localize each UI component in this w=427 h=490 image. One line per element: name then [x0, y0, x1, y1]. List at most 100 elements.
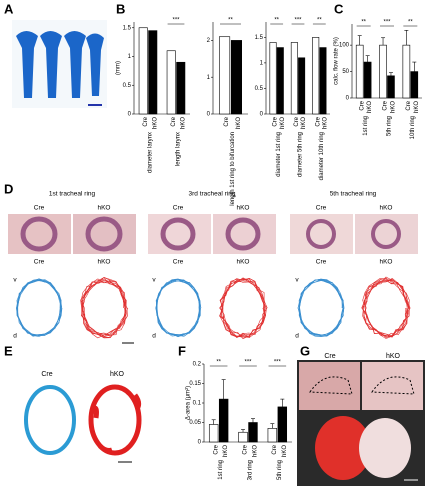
group-label: Cre	[41, 371, 52, 378]
y-tick-label: 0	[198, 440, 202, 446]
trace	[361, 278, 410, 338]
bar-label: Cre	[359, 100, 365, 110]
significance: **	[361, 20, 366, 26]
category-label: diameter 5th ring	[298, 132, 304, 177]
group-label: Cre	[173, 205, 184, 212]
group-label: Cre	[316, 259, 327, 266]
category-label: 1st ring	[363, 116, 369, 136]
category-label: 10th ring	[410, 116, 416, 139]
category-label: 1st ring	[218, 460, 224, 480]
bar	[267, 428, 278, 443]
category-label: diameter 10th ring	[319, 132, 325, 180]
panel-a-photo	[12, 20, 107, 108]
bar	[402, 44, 411, 99]
trace	[81, 281, 128, 337]
trace	[219, 278, 267, 338]
y-tick-label: 1	[260, 60, 264, 66]
bar-label: hKO	[280, 117, 286, 129]
y-axis-label: Δ-area (μm²)	[186, 386, 192, 420]
significance: **	[408, 20, 413, 26]
trace	[219, 278, 268, 338]
bar-label: Cre	[213, 444, 219, 454]
bar-label: hKO	[414, 101, 420, 113]
bar-label: Cre	[171, 116, 177, 126]
y-tick-label: 0.1	[193, 401, 202, 407]
bar	[290, 42, 298, 115]
trace	[155, 279, 201, 337]
bar-label: hKO	[180, 117, 186, 129]
bar	[379, 44, 387, 99]
panel-label: F	[178, 343, 186, 358]
bar-label: Cre	[273, 116, 279, 126]
bar	[148, 30, 158, 115]
group-label: hKO	[379, 259, 392, 266]
category-label: 5th ring	[387, 116, 393, 136]
bar	[166, 50, 176, 115]
trace	[16, 280, 63, 337]
bar	[277, 406, 288, 443]
orientation-label: v	[13, 277, 17, 284]
bar-label: hKO	[236, 117, 242, 129]
bar-label: hKO	[152, 117, 158, 129]
y-tick-label: 0.05	[189, 420, 201, 426]
y-tick-label: 1	[207, 75, 211, 81]
bar	[176, 61, 186, 115]
panel-label: D	[4, 181, 13, 196]
group-label: Cre	[34, 205, 45, 212]
y-tick-label: 1	[128, 54, 132, 60]
y-tick-label: 0	[346, 96, 350, 102]
category-label: length larynx	[176, 132, 182, 166]
bar	[410, 71, 419, 99]
bar	[298, 57, 306, 115]
bar-label: Cre	[224, 116, 230, 126]
trace	[156, 278, 201, 336]
group-label: hKO	[110, 371, 125, 378]
panel-g-photo	[297, 360, 425, 486]
panel-label: G	[300, 343, 310, 358]
significance: ***	[244, 360, 252, 366]
bar-label: hKO	[391, 101, 397, 113]
group-label: hKO	[236, 205, 249, 212]
bar-label: hKO	[253, 445, 259, 457]
y-tick-label: 0	[128, 112, 132, 118]
group-label: Cre	[324, 353, 335, 360]
category-label: diameter larynx	[148, 132, 154, 173]
bar	[363, 61, 372, 99]
group-label: Cre	[34, 259, 45, 266]
bar-label: Cre	[294, 116, 300, 126]
trace	[298, 278, 344, 336]
panel-label: A	[4, 1, 14, 16]
panel-d-photos	[8, 214, 418, 254]
trace	[80, 277, 127, 336]
category-label: 5th ring	[277, 460, 283, 480]
orientation-label: v	[295, 277, 299, 284]
y-tick-label: 50	[342, 69, 349, 75]
y-tick-label: 1.5	[123, 25, 132, 31]
bar-label: Cre	[406, 100, 412, 110]
group-label: hKO	[386, 353, 401, 360]
category-label: 3rd ring	[248, 460, 254, 480]
bar	[230, 40, 242, 115]
group-label: hKO	[236, 259, 249, 266]
significance: ***	[294, 18, 302, 24]
orientation-label: d	[295, 333, 299, 340]
panel-label: C	[334, 1, 344, 16]
y-tick-label: 0.2	[193, 362, 202, 368]
bar-label: Cre	[383, 100, 389, 110]
column-header: 1st tracheal ring	[49, 191, 96, 198]
y-tick-label: 100	[339, 43, 350, 49]
bar	[319, 47, 327, 115]
y-tick-label: 0.5	[123, 83, 132, 89]
y-axis-label: calc. flow rate (%)	[334, 37, 340, 85]
trace	[362, 280, 410, 337]
bar-label: hKO	[301, 117, 307, 129]
column-header: 3rd tracheal ring	[189, 191, 236, 198]
trace	[220, 277, 268, 340]
bar-label: Cre	[243, 444, 249, 454]
panel-label: E	[4, 343, 13, 358]
bar-label: hKO	[282, 445, 288, 457]
bar-label: hKO	[367, 101, 373, 113]
category-label: length 1st ring to bifurcation	[230, 132, 236, 206]
group-label: Cre	[316, 205, 327, 212]
